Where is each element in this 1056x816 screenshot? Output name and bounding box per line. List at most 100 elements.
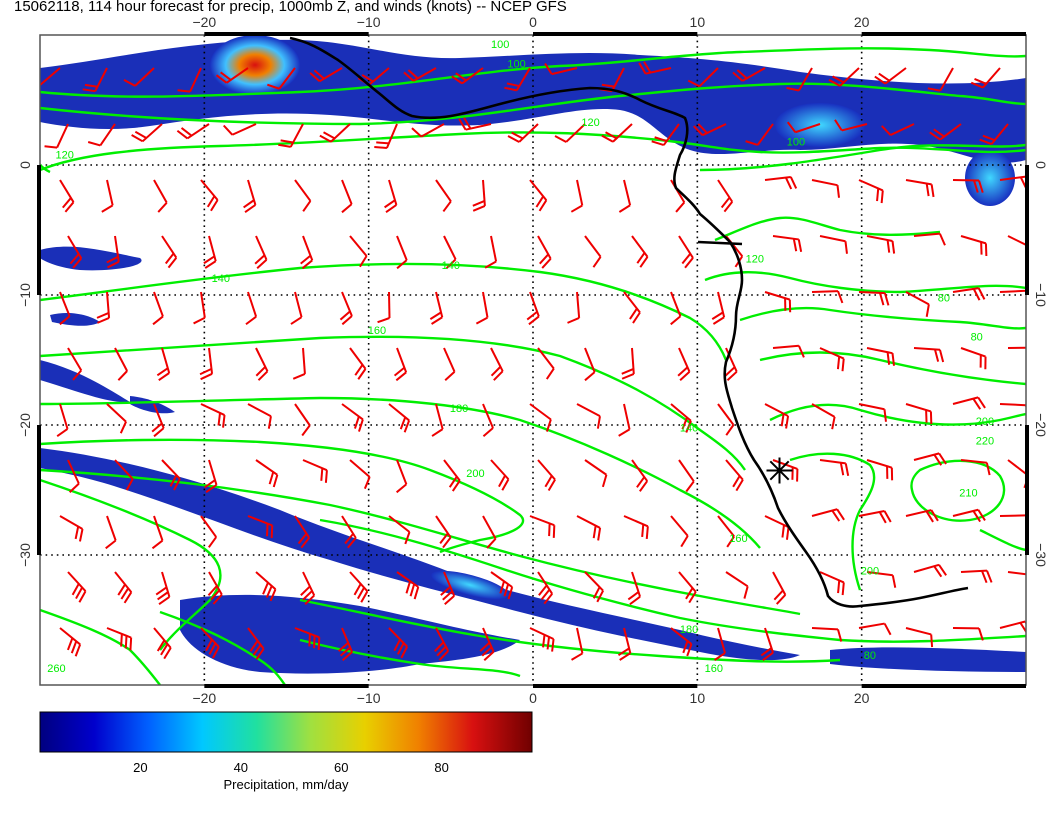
wind-barb	[567, 291, 581, 324]
contour-label: 140	[713, 702, 731, 714]
wind-barb	[584, 571, 604, 603]
contour-line	[40, 468, 801, 616]
coastline-west-africa	[289, 36, 969, 608]
wind-barb	[952, 508, 986, 523]
wind-barb	[786, 121, 821, 134]
precip-patch	[40, 360, 130, 403]
wind-barb	[960, 569, 993, 584]
wind-barb	[106, 403, 127, 434]
wind-barb	[396, 571, 420, 600]
contour-line	[40, 438, 525, 554]
wind-barb	[717, 515, 735, 548]
wind-barb	[866, 235, 896, 254]
wind-barb	[349, 571, 369, 603]
wind-barb	[717, 403, 735, 436]
frame-bar-bottom	[204, 684, 369, 688]
wind-barb	[255, 347, 269, 381]
contour-label: 240	[171, 696, 189, 708]
wind-barb	[631, 235, 649, 268]
contour-label: 140	[212, 273, 230, 285]
wind-barb	[388, 403, 411, 433]
wind-barb	[828, 67, 860, 87]
contour-line	[40, 478, 222, 651]
contour-label: 160	[705, 663, 723, 675]
wind-barb	[905, 509, 939, 523]
colorbar-tick-label: 40	[234, 760, 248, 775]
colorbar-ticks: 20 40 60 80	[133, 760, 449, 775]
x-tick-label-bottom: 20	[854, 690, 870, 706]
wind-barb	[1007, 235, 1026, 249]
wind-barb	[1007, 346, 1026, 349]
wind-barb	[713, 627, 726, 661]
wind-barb	[979, 123, 1009, 146]
wind-barb	[866, 459, 894, 481]
wind-barb	[200, 627, 220, 659]
wind-barb	[772, 571, 787, 605]
wind-barb	[745, 123, 774, 146]
wind-barb	[123, 67, 155, 87]
wind-barb	[811, 627, 843, 642]
contour-label: 260	[47, 663, 65, 675]
wind-barb	[732, 67, 766, 82]
wind-barb	[341, 515, 357, 549]
wind-barb	[952, 396, 986, 410]
wind-barb	[913, 347, 945, 363]
frame-bar-right	[1025, 425, 1029, 555]
wind-barb	[858, 179, 884, 204]
x-tick-label-bottom: −10	[357, 690, 381, 706]
wind-barb	[203, 235, 217, 269]
wind-barb	[341, 403, 364, 432]
contour-label: 120	[55, 150, 73, 162]
wind-barb	[584, 235, 602, 268]
wind-barb	[482, 515, 497, 549]
y-tick-label-right: −10	[1033, 283, 1049, 307]
x-tick-label-bottom: 10	[690, 690, 706, 706]
contour-label: 200	[466, 468, 484, 480]
wind-barb	[858, 622, 892, 636]
contour-line	[979, 528, 1026, 552]
wind-barb	[504, 67, 531, 92]
wind-barb	[623, 291, 641, 324]
wind-barb	[114, 347, 129, 381]
y-tick-label-left: 0	[17, 161, 33, 169]
wind-barb	[881, 123, 915, 136]
wind-barb	[309, 67, 343, 83]
colorbar-tick-label: 20	[133, 760, 147, 775]
wind-barb	[411, 123, 445, 138]
wind-barb	[490, 347, 504, 381]
wind-barb	[294, 515, 311, 549]
wind-barb	[490, 459, 510, 491]
wind-barb	[44, 123, 69, 149]
wind-barb	[451, 67, 484, 85]
wind-barb	[999, 403, 1026, 418]
wind-barb	[435, 515, 452, 549]
wind-barb	[153, 627, 172, 660]
wind-barb	[156, 347, 171, 381]
contour-line	[40, 335, 746, 471]
wind-barb	[670, 627, 693, 657]
wind-barb	[913, 452, 947, 466]
frame-bar-top	[533, 32, 698, 36]
contour-label: 100	[787, 137, 805, 149]
wind-barb	[913, 232, 946, 246]
wind-barb	[811, 290, 844, 304]
wind-barb	[678, 235, 694, 269]
wind-barb	[388, 627, 409, 659]
wind-barb	[200, 515, 218, 548]
wind-barb	[670, 291, 682, 326]
wind-barb	[388, 515, 411, 545]
x-tick-label-bottom: 0	[529, 690, 537, 706]
wind-barb	[161, 235, 178, 269]
contour-label: 220	[976, 436, 994, 448]
frame-bar-right	[1025, 165, 1029, 295]
wind-barb	[338, 627, 354, 662]
wind-barb	[255, 459, 279, 488]
wind-barb	[544, 62, 578, 76]
frame-bar-left	[37, 165, 41, 295]
wind-barb	[294, 179, 312, 212]
wind-barb	[319, 123, 351, 143]
coastline	[289, 36, 969, 608]
wind-barb	[631, 459, 649, 492]
wind-barb	[623, 515, 649, 540]
colorbar-label: Precipitation, mm/day	[224, 777, 349, 792]
